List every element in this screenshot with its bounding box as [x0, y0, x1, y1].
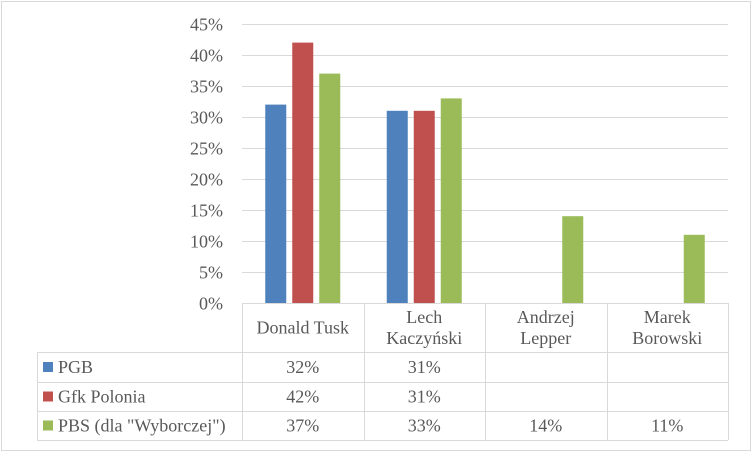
bar-1-1 — [413, 110, 435, 303]
y-tick-label: 15% — [190, 201, 223, 221]
bar-2-1 — [440, 98, 462, 304]
y-tick-label: 0% — [199, 294, 223, 314]
bar-2-2 — [562, 216, 584, 303]
legend-swatch-1 — [43, 391, 53, 402]
y-tick-label: 35% — [190, 77, 223, 97]
category-label: Lech — [406, 307, 442, 327]
legend-label: PBS (dla "Wyborczej") — [58, 416, 226, 437]
bar-2-3 — [683, 234, 705, 303]
data-label: 11% — [651, 416, 683, 436]
y-tick-label: 45% — [190, 15, 223, 35]
data-label: 33% — [408, 416, 441, 436]
y-tick-label: 40% — [190, 46, 223, 66]
category-label: Andrzej — [517, 307, 575, 327]
legend-label: PGB — [58, 357, 93, 377]
data-label: 42% — [286, 387, 319, 407]
category-label: Marek — [644, 307, 691, 327]
category-label: Lepper — [520, 328, 571, 348]
legend-swatch-2 — [43, 420, 53, 431]
category-label: Borowski — [632, 328, 702, 348]
bar-2-0 — [319, 73, 341, 303]
category-label: Donald Tusk — [256, 318, 349, 338]
data-label: 31% — [408, 357, 441, 377]
y-tick-label: 25% — [190, 139, 223, 159]
data-label: 14% — [529, 416, 562, 436]
data-label: 37% — [286, 416, 319, 436]
bar-0-1 — [386, 110, 408, 303]
data-label: 31% — [408, 387, 441, 407]
bar-1-0 — [292, 42, 314, 303]
y-tick-label: 10% — [190, 232, 223, 252]
y-tick-label: 20% — [190, 170, 223, 190]
y-tick-label: 30% — [190, 108, 223, 128]
y-tick-label: 5% — [199, 263, 223, 283]
category-label: Kaczyński — [386, 328, 462, 348]
legend-swatch-0 — [43, 362, 53, 372]
legend-label: Gfk Polonia — [58, 387, 146, 407]
bar-0-0 — [265, 104, 287, 303]
data-label: 32% — [286, 357, 319, 377]
